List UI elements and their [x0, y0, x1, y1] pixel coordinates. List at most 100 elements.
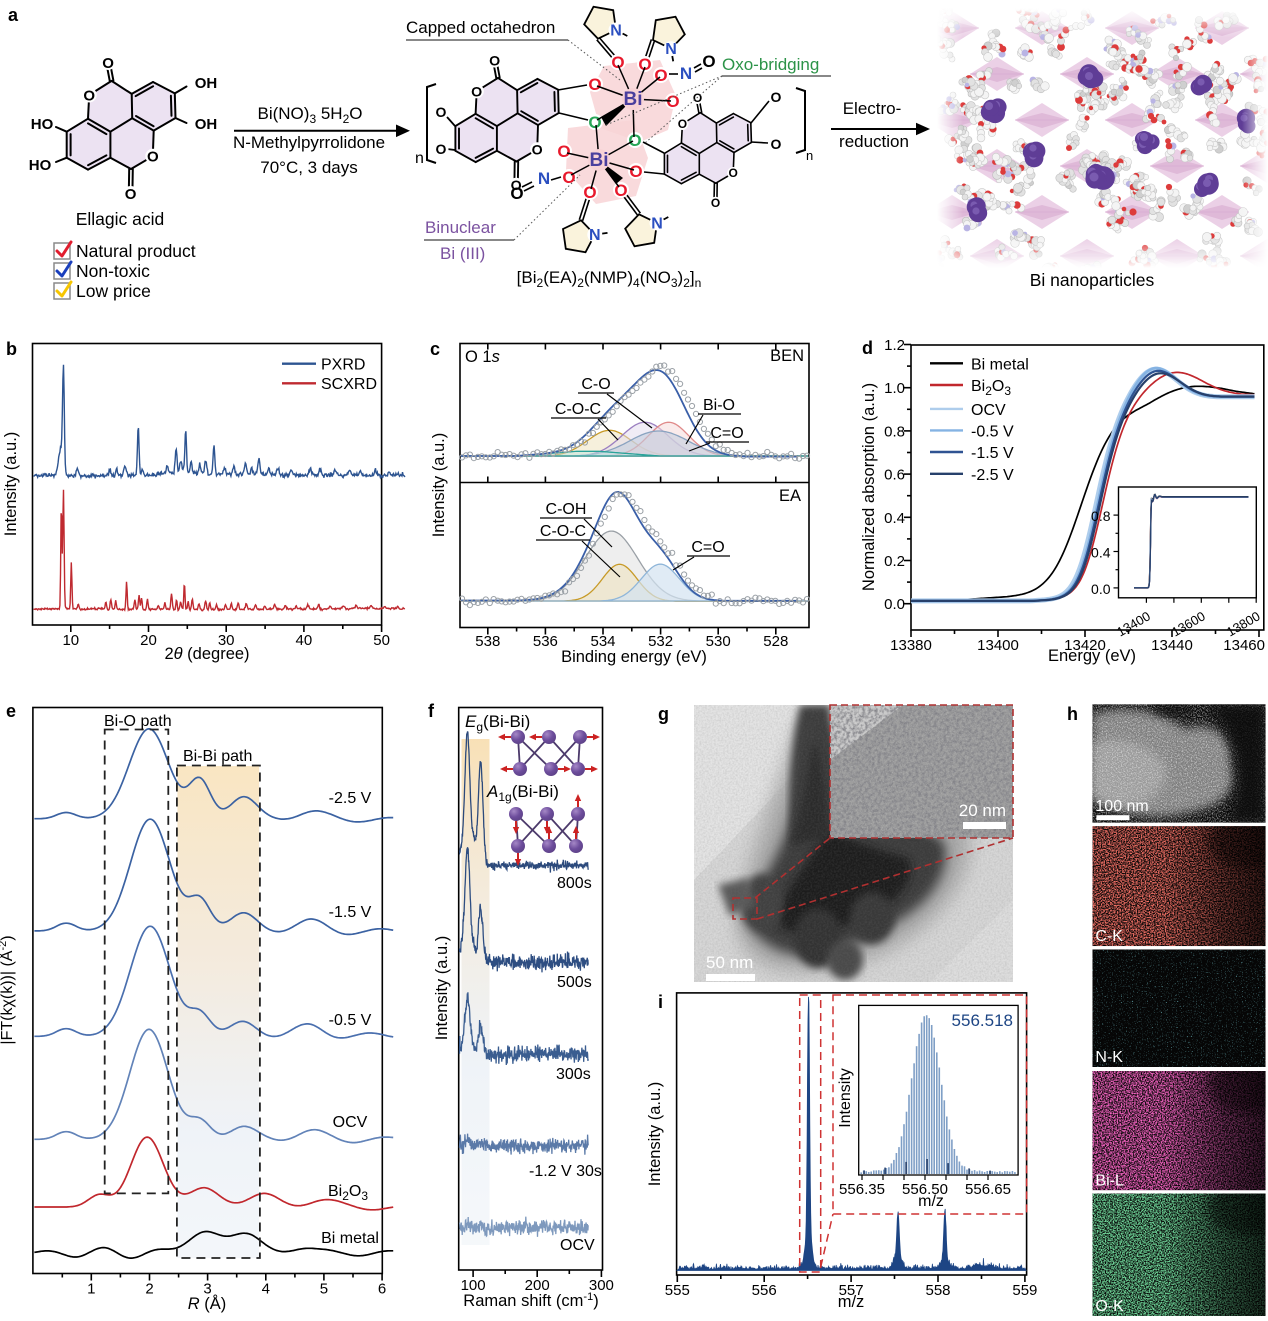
svg-text:O: O: [654, 66, 667, 85]
svg-text:m/z: m/z: [838, 1293, 865, 1311]
svg-text:1: 1: [87, 1281, 95, 1298]
svg-text:-2.5 V: -2.5 V: [971, 467, 1014, 484]
svg-text:13380: 13380: [890, 637, 932, 654]
svg-text:Bi-L: Bi-L: [1095, 1172, 1124, 1189]
svg-text:O: O: [771, 136, 782, 152]
svg-text:0.4: 0.4: [884, 510, 905, 527]
svg-text:800s: 800s: [557, 875, 592, 892]
svg-text:0.0: 0.0: [884, 596, 905, 613]
svg-text:1.0: 1.0: [884, 380, 905, 397]
svg-text:528: 528: [763, 633, 788, 650]
svg-text:N: N: [589, 227, 601, 244]
svg-text:O: O: [532, 142, 543, 158]
svg-text:Natural product: Natural product: [76, 241, 196, 261]
svg-text:50: 50: [373, 632, 390, 649]
svg-text:O: O: [588, 75, 601, 94]
svg-text:556: 556: [752, 1282, 777, 1299]
svg-text:O: O: [702, 52, 715, 71]
svg-text:40: 40: [296, 632, 313, 649]
svg-text:O: O: [628, 131, 641, 150]
svg-text:O: O: [771, 89, 782, 105]
svg-text:0.6: 0.6: [884, 467, 905, 484]
svg-text:Oxo-bridging: Oxo-bridging: [722, 55, 819, 74]
svg-text:O: O: [102, 55, 114, 72]
svg-text:Bi metal: Bi metal: [321, 1230, 379, 1247]
svg-text:10: 10: [62, 632, 79, 649]
svg-text:Intensity (a.u.): Intensity (a.u.): [433, 936, 451, 1041]
svg-text:5: 5: [320, 1281, 328, 1298]
svg-text:n: n: [415, 150, 424, 167]
svg-text:Bi nanoparticles: Bi nanoparticles: [1030, 270, 1155, 290]
svg-text:-0.5 V: -0.5 V: [971, 423, 1014, 440]
svg-text:556.65: 556.65: [965, 1181, 1011, 1198]
svg-text:g: g: [658, 704, 669, 724]
svg-text:OCV: OCV: [971, 402, 1006, 419]
svg-text:Intensity (a.u.): Intensity (a.u.): [646, 1082, 664, 1187]
svg-text:O: O: [510, 184, 523, 203]
svg-text:b: b: [6, 339, 17, 359]
svg-text:EA: EA: [779, 487, 801, 505]
svg-text:C-O: C-O: [581, 376, 610, 393]
svg-text:Raman shift (cm-1): Raman shift (cm-1): [463, 1291, 598, 1310]
svg-text:13460: 13460: [1223, 637, 1265, 654]
svg-text:0.8: 0.8: [1091, 508, 1111, 524]
svg-text:20: 20: [140, 632, 157, 649]
svg-text:d: d: [862, 338, 873, 358]
svg-text:O: O: [471, 84, 482, 100]
svg-text:-2.5 V: -2.5 V: [329, 790, 372, 807]
svg-text:556.35: 556.35: [839, 1181, 885, 1198]
svg-text:13440: 13440: [1151, 637, 1193, 654]
svg-text:O: O: [588, 113, 601, 132]
svg-text:SCXRD: SCXRD: [321, 376, 377, 393]
svg-text:300s: 300s: [556, 1066, 591, 1083]
svg-text:556.518: 556.518: [952, 1011, 1013, 1030]
svg-text:O: O: [611, 53, 624, 72]
svg-text:Energy (eV): Energy (eV): [1048, 647, 1136, 665]
svg-text:Bi-O: Bi-O: [703, 397, 735, 414]
svg-text:R (Å): R (Å): [188, 1294, 227, 1313]
svg-text:50 nm: 50 nm: [706, 953, 753, 972]
svg-text:O: O: [638, 55, 651, 74]
svg-text:-1.2 V 30s: -1.2 V 30s: [529, 1163, 602, 1180]
svg-text:m/z: m/z: [918, 1193, 944, 1210]
svg-text:Binding energy (eV): Binding energy (eV): [561, 648, 707, 666]
svg-text:O: O: [629, 162, 642, 181]
svg-text:13400: 13400: [977, 637, 1019, 654]
svg-text:536: 536: [533, 633, 558, 650]
svg-text:OCV: OCV: [333, 1114, 368, 1131]
svg-text:Non-toxic: Non-toxic: [76, 261, 150, 281]
svg-text:reduction: reduction: [839, 132, 909, 151]
svg-text:N-Methylpyrrolidone: N-Methylpyrrolidone: [233, 133, 385, 152]
svg-text:N: N: [651, 216, 663, 233]
svg-text:2θ (degree): 2θ (degree): [164, 645, 249, 663]
svg-text:c: c: [430, 339, 440, 359]
svg-text:555: 555: [665, 1282, 690, 1299]
svg-text:Ellagic acid: Ellagic acid: [76, 209, 165, 229]
svg-text:a: a: [8, 5, 19, 25]
svg-text:OH: OH: [195, 116, 218, 133]
svg-text:HO: HO: [29, 157, 52, 174]
svg-text:4: 4: [262, 1281, 270, 1298]
svg-text:e: e: [6, 701, 16, 721]
svg-text:N: N: [610, 23, 622, 40]
svg-text:0.0: 0.0: [1091, 581, 1111, 597]
svg-text:O: O: [436, 104, 447, 120]
svg-text:Low price: Low price: [76, 281, 151, 301]
svg-text:HO: HO: [31, 116, 54, 133]
svg-text:530: 530: [706, 633, 731, 650]
svg-text:C=O: C=O: [710, 425, 743, 442]
svg-text:O: O: [711, 196, 720, 210]
svg-text:C-O-C: C-O-C: [540, 523, 586, 540]
svg-text:Bi (III): Bi (III): [440, 244, 485, 263]
svg-text:-0.5 V: -0.5 V: [329, 1012, 372, 1029]
svg-text:f: f: [428, 701, 435, 721]
svg-text:OH: OH: [195, 75, 218, 92]
svg-text:538: 538: [475, 633, 500, 650]
svg-text:Bi: Bi: [590, 150, 609, 171]
svg-text:Intensity (a.u.): Intensity (a.u.): [2, 432, 20, 537]
svg-text:O: O: [693, 91, 702, 105]
svg-text:559: 559: [1012, 1282, 1037, 1299]
svg-text:Normalized absorption (a.u.): Normalized absorption (a.u.): [860, 383, 878, 591]
svg-text:N: N: [538, 169, 550, 188]
svg-text:O: O: [557, 142, 570, 161]
